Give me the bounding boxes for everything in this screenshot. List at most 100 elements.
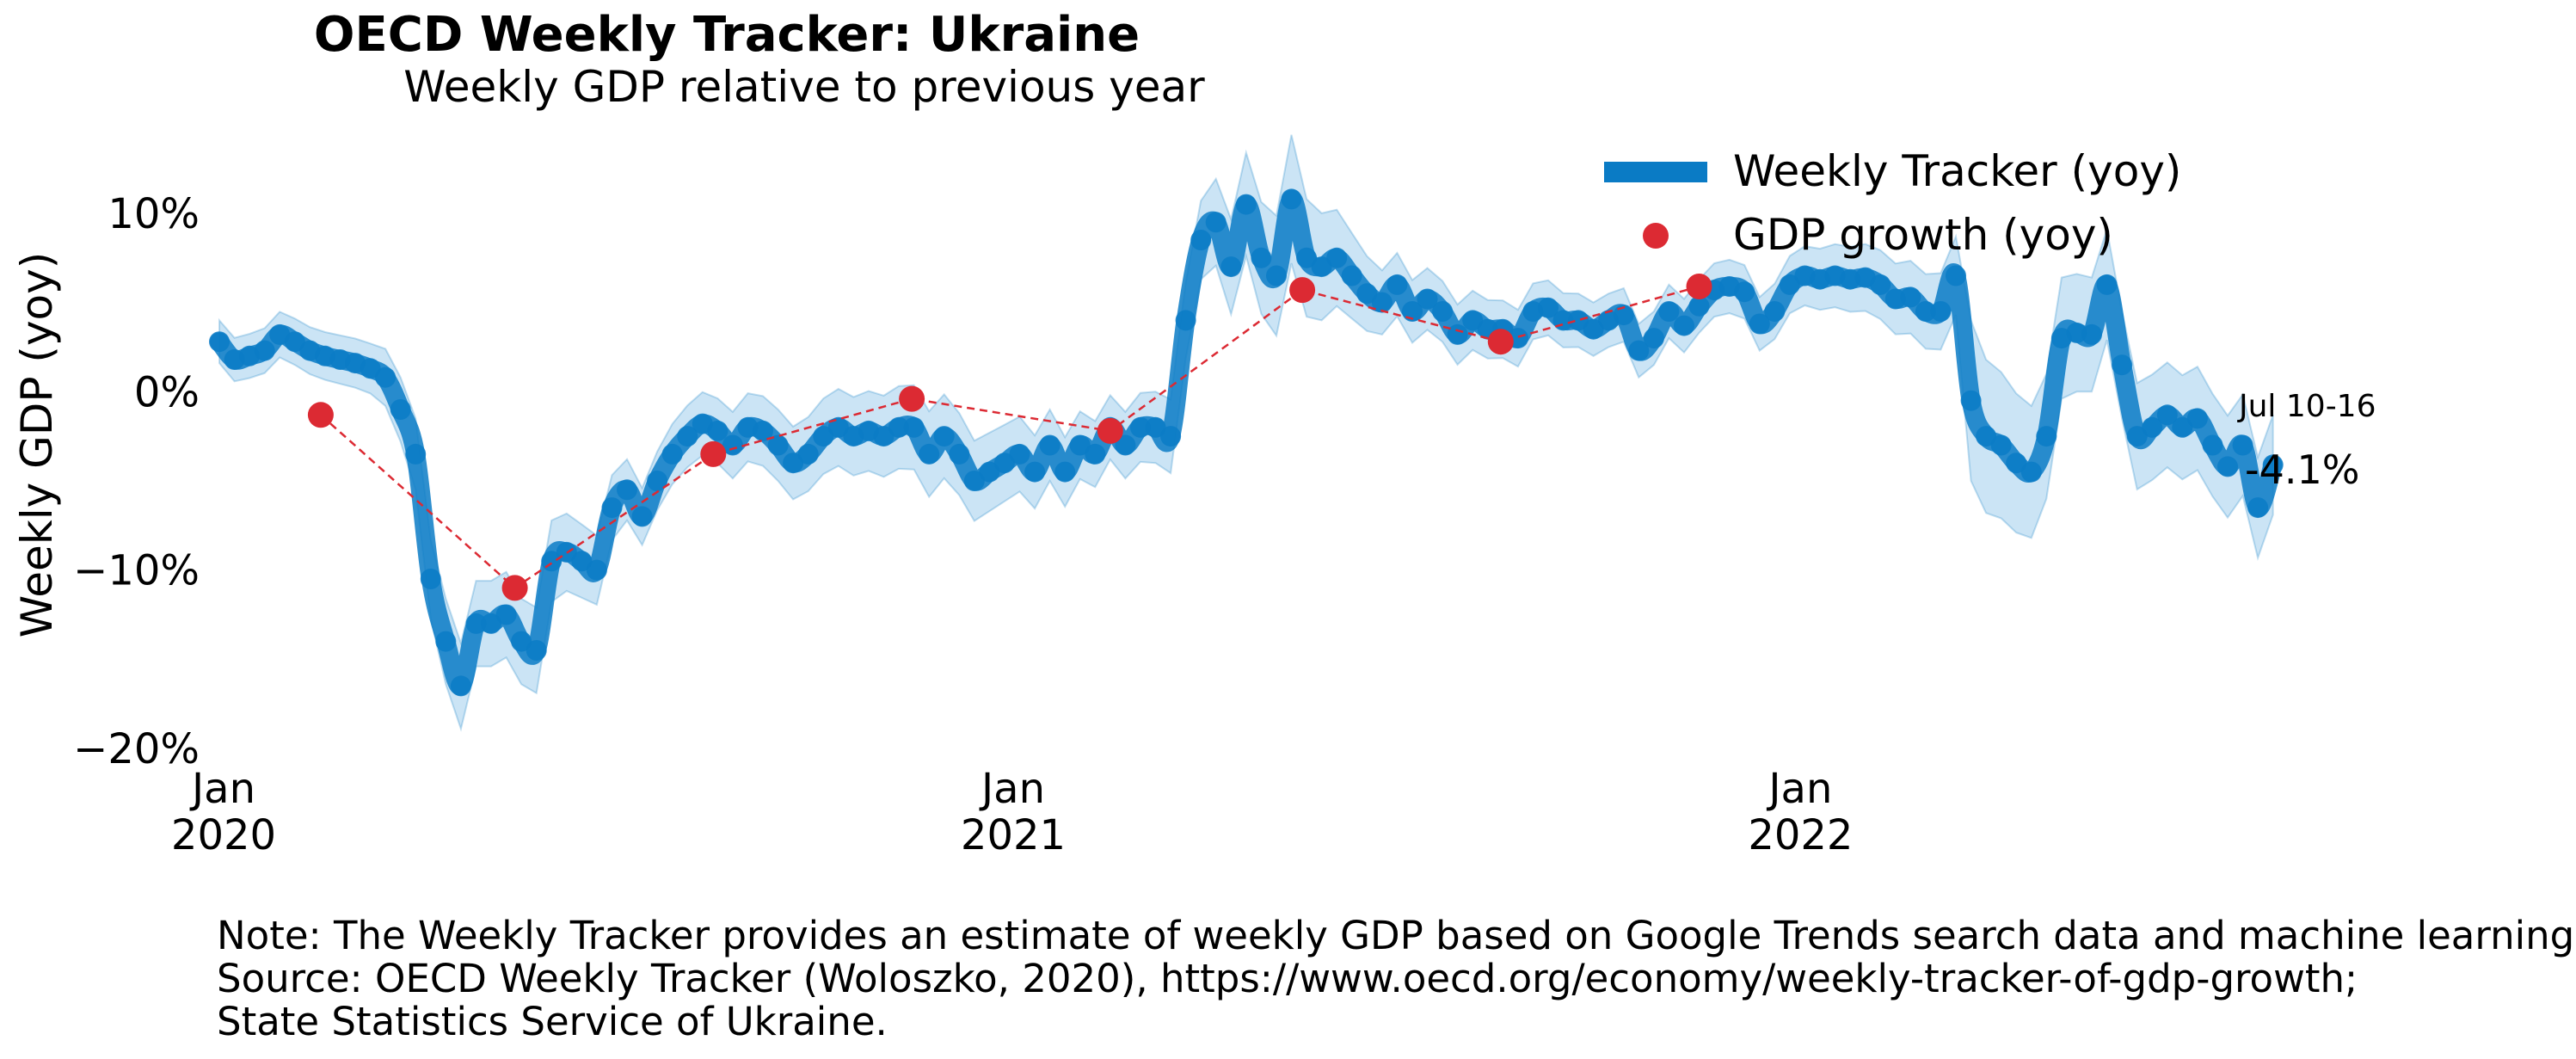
- weekly-tracker-point: [827, 416, 849, 438]
- gdp-growth-point: [899, 385, 925, 412]
- gdp-growth-point: [307, 402, 334, 428]
- weekly-tracker-point: [2156, 404, 2178, 426]
- gdp-growth-point: [1487, 329, 1514, 355]
- weekly-tracker-point: [1432, 301, 1454, 322]
- y-tick-label: −10%: [73, 547, 200, 595]
- weekly-tracker-point: [435, 631, 457, 652]
- x-tick-label-month: Jan: [189, 765, 255, 813]
- weekly-tracker-point: [1900, 286, 1921, 308]
- weekly-tracker-point: [1175, 310, 1196, 331]
- x-tick-label-month: Jan: [979, 765, 1045, 813]
- weekly-tracker-point: [2112, 354, 2133, 376]
- end-annotation-date: Jul 10-16: [2237, 389, 2376, 424]
- weekly-tracker-point: [2186, 408, 2208, 429]
- weekly-tracker-point: [1960, 390, 1982, 411]
- chart-title: OECD Weekly Tracker: Ukraine: [313, 7, 1140, 63]
- weekly-tracker-point: [601, 497, 623, 519]
- weekly-tracker-point: [1915, 301, 1936, 322]
- x-tick-label-year: 2022: [1748, 811, 1853, 859]
- weekly-tracker-point: [1251, 247, 1272, 268]
- legend-label-gdp-growth: GDP growth (yoy): [1733, 210, 2113, 260]
- confidence-band: [218, 134, 2274, 732]
- weekly-tracker-point: [2096, 274, 2118, 295]
- weekly-tracker-point: [526, 640, 547, 661]
- weekly-tracker-point: [1069, 434, 1091, 456]
- legend-marker-gdp-growth: [1643, 223, 1669, 249]
- weekly-tracker-point: [1447, 323, 1468, 345]
- weekly-tracker-point: [631, 506, 653, 527]
- weekly-tracker-point: [1054, 461, 1076, 483]
- weekly-tracker-point: [511, 631, 532, 652]
- weekly-tracker-point: [405, 443, 427, 465]
- y-tick-label: −20%: [73, 725, 200, 773]
- weekly-tracker-point: [2081, 323, 2102, 345]
- end-annotation-value: -4.1%: [2245, 446, 2359, 493]
- weekly-tracker-point: [873, 426, 895, 447]
- weekly-tracker-point: [963, 471, 985, 491]
- weekly-tracker-point: [1085, 443, 1106, 465]
- weekly-tracker-point: [1417, 288, 1438, 310]
- weekly-tracker-point: [903, 416, 925, 438]
- weekly-tracker-point: [647, 471, 668, 491]
- gdp-growth-point: [501, 575, 528, 601]
- weekly-tracker-point: [2126, 426, 2148, 447]
- weekly-tracker-point: [2020, 461, 2042, 483]
- weekly-tracker-point: [1840, 268, 1861, 290]
- note-line-3: State Statistics Service of Ukraine.: [217, 999, 888, 1044]
- weekly-tracker-point: [1371, 292, 1393, 313]
- weekly-tracker-point: [1568, 310, 1589, 331]
- weekly-tracker-point: [481, 613, 501, 634]
- weekly-tracker-point: [949, 443, 970, 465]
- weekly-tracker-point: [753, 420, 773, 441]
- weekly-tracker-point: [1779, 274, 1800, 295]
- weekly-tracker-point: [1024, 461, 1046, 483]
- y-tick-label: 0%: [134, 368, 200, 416]
- weekly-tracker-point: [1266, 265, 1287, 286]
- weekly-tracker-point: [1205, 212, 1227, 233]
- weekly-tracker-point: [375, 366, 397, 388]
- weekly-tracker-point: [2247, 497, 2269, 519]
- weekly-tracker-point: [888, 416, 909, 438]
- weekly-tracker-point: [707, 420, 729, 441]
- weekly-tracker-point: [1674, 315, 1694, 336]
- weekly-tracker-point: [722, 434, 743, 456]
- weekly-tracker-point: [797, 443, 819, 465]
- weekly-tracker-point: [617, 479, 637, 501]
- weekly-tracker-point: [1538, 297, 1559, 318]
- weekly-tracker-point: [813, 426, 834, 447]
- weekly-tracker-point: [767, 434, 789, 456]
- weekly-tracker-point: [1145, 416, 1166, 438]
- weekly-tracker-point: [1462, 310, 1484, 331]
- weekly-tracker-point: [1115, 434, 1136, 456]
- weekly-tracker-point: [1190, 230, 1212, 250]
- weekly-tracker-point: [933, 426, 955, 447]
- weekly-tracker-point: [2217, 456, 2238, 477]
- weekly-tracker-point: [1990, 434, 2012, 456]
- weekly-tracker-point: [586, 559, 607, 581]
- weekly-tracker-point: [1356, 283, 1378, 305]
- weekly-tracker-point: [209, 331, 230, 353]
- weekly-tracker-point: [979, 461, 1000, 483]
- weekly-tracker-point: [450, 675, 471, 697]
- weekly-tracker-point: [1009, 443, 1030, 465]
- weekly-tracker-point: [2202, 434, 2223, 456]
- weekly-tracker-point: [2006, 453, 2027, 474]
- weekly-tracker-point: [1386, 274, 1408, 295]
- weekly-tracker-point: [1583, 318, 1604, 340]
- weekly-tracker-point: [360, 358, 381, 379]
- x-tick-label-year: 2020: [171, 811, 276, 859]
- weekly-tracker-point: [1688, 295, 1710, 317]
- y-axis-label: Weekly GDP (yoy): [12, 252, 62, 637]
- weekly-tracker-point: [2066, 322, 2087, 343]
- gdp-growth-point: [1289, 277, 1316, 304]
- weekly-tracker-point: [1341, 265, 1362, 286]
- weekly-tracker-point: [2142, 416, 2163, 438]
- gdp-growth-layer: [307, 274, 1712, 601]
- weekly-tracker-point: [1884, 288, 1906, 310]
- gdp-growth-point: [1686, 274, 1712, 299]
- weekly-tracker-point: [254, 340, 275, 361]
- x-tick-label-year: 2021: [961, 811, 1066, 859]
- weekly-tracker-point: [2262, 454, 2284, 476]
- legend-label-weekly-tracker: Weekly Tracker (yoy): [1733, 146, 2182, 196]
